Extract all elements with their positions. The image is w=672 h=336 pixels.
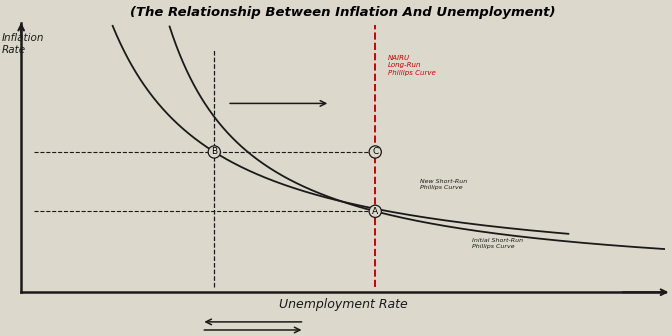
Title: (The Relationship Between Inflation And Unemployment): (The Relationship Between Inflation And … [130, 6, 556, 18]
Text: Initial Short-Run
Phillips Curve: Initial Short-Run Phillips Curve [472, 238, 523, 249]
Text: New Short-Run
Phillips Curve: New Short-Run Phillips Curve [420, 179, 468, 190]
Text: C: C [372, 148, 378, 157]
Text: A: A [372, 207, 378, 216]
Text: B: B [211, 148, 217, 157]
Text: NAIRU
Long-Run
Phillips Curve: NAIRU Long-Run Phillips Curve [388, 55, 436, 76]
X-axis label: Unemployment Rate: Unemployment Rate [279, 298, 407, 311]
Text: Inflation
Rate: Inflation Rate [2, 33, 44, 55]
